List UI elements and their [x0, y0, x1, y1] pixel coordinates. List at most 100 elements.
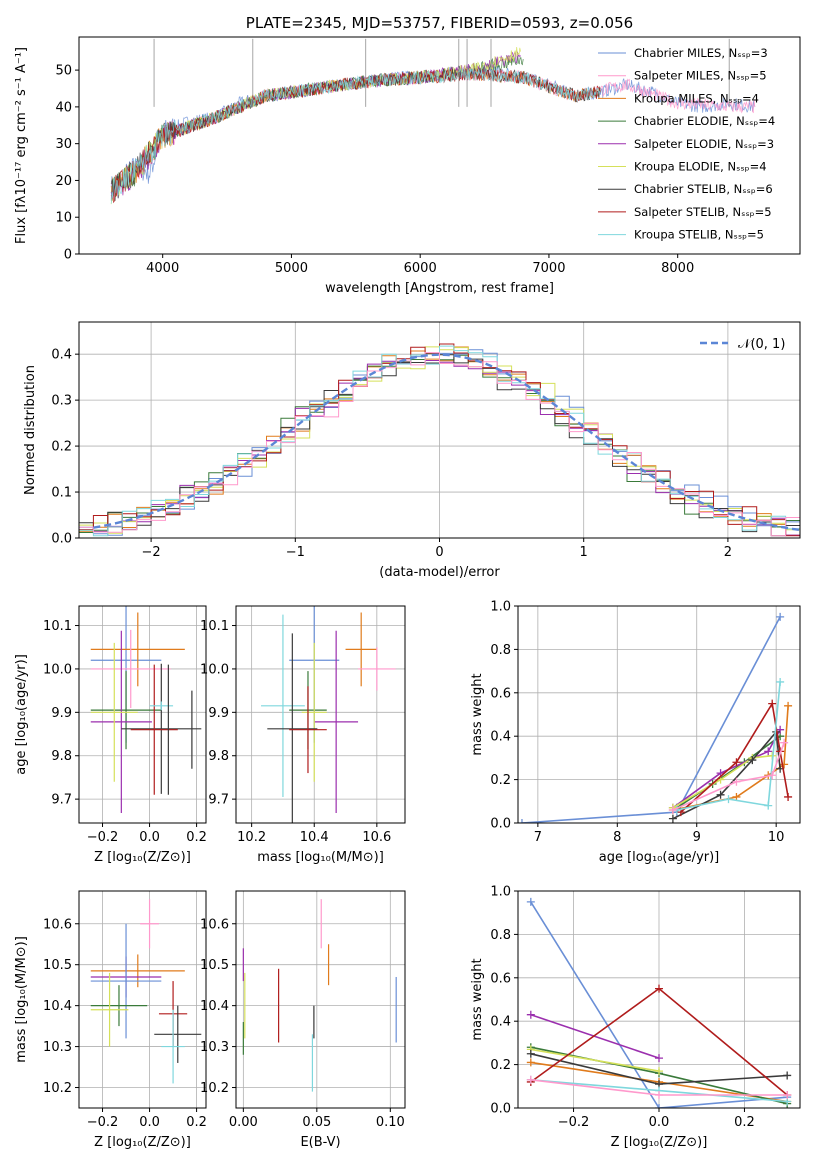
x-axis-label: Z [log₁₀(Z/Z⊙)]: [611, 1135, 708, 1150]
x-tick-label: 0.0: [139, 1115, 160, 1130]
y-tick-label: 0.3: [51, 394, 72, 409]
x-tick-label: 7: [534, 830, 542, 845]
data-point-marker: [655, 1054, 663, 1063]
error-cross: [149, 701, 174, 711]
error-cross: [358, 647, 396, 691]
legend-label: Kroupa ELODIE, Nₛₛₚ=4: [634, 160, 767, 174]
plot-area-residuals: [79, 343, 800, 537]
x-tick-label: 9: [693, 830, 701, 845]
x-tick-label: 2: [724, 545, 732, 560]
y-tick-label: 10.3: [200, 1040, 229, 1055]
x-tick-label: 0.2: [734, 1115, 755, 1130]
x-tick-label: 0.2: [186, 830, 207, 845]
histogram-steps: [79, 352, 800, 537]
axes-frame: [517, 605, 801, 824]
y-tick-label: 50: [55, 64, 72, 79]
data-point-marker: [764, 747, 773, 756]
x-axis-label: age [log₁₀(age/yr)]: [599, 850, 720, 865]
axes-frame: [78, 36, 801, 255]
error-cross: [289, 686, 327, 774]
y-tick-label: 0.6: [490, 971, 511, 986]
data-point-marker: [732, 758, 741, 767]
gaussian-curve: [93, 353, 800, 532]
x-tick-label: 10.6: [362, 830, 391, 845]
y-tick-label: 0.4: [51, 348, 72, 363]
y-tick-label: 9.8: [208, 749, 229, 764]
plot-area-spectrum: [110, 38, 756, 205]
y-tick-label: 10.4: [200, 999, 229, 1014]
x-axis-label: (data-model)/error: [379, 565, 500, 580]
x-tick-label: 10.2: [237, 830, 266, 845]
y-tick-label: 0.2: [490, 773, 511, 788]
data-point-marker: [768, 699, 777, 708]
x-tick-label: 0.0: [649, 1115, 670, 1130]
y-tick-label: 10.2: [43, 1081, 72, 1096]
axes-frame: [78, 605, 207, 824]
x-tick-label: 8: [613, 830, 621, 845]
chart-age-vs-mass: 10.2 10.4 10.6 9.7 9.8 9.9 10.0 10.1 mass [log₁₀…: [200, 605, 406, 865]
chart-residuals: −2 −1 0 1 2 0.0 0.1 0.2 0.3 0.4 𝒩(0, 1) (data-model…: [23, 321, 801, 580]
y-axis-label: Flux [fλ10⁻¹⁷ erg cm⁻² s⁻¹ A⁻¹]: [14, 47, 29, 244]
plot-area-massweight-vs-age: [518, 612, 793, 823]
y-tick-label: 9.9: [208, 706, 229, 721]
axes-frame: [78, 890, 207, 1109]
error-cross: [90, 612, 185, 687]
y-tick-label: 10.1: [43, 619, 72, 634]
legend-label: Chabrier STELIB, Nₛₛₚ=6: [634, 182, 773, 196]
error-cross: [90, 630, 152, 814]
data-point-marker: [668, 814, 677, 823]
y-tick-label: 9.7: [208, 793, 229, 808]
legend-label: Salpeter STELIB, Nₛₛₚ=5: [634, 205, 772, 219]
plot-area-age-vs-mass: [261, 606, 396, 823]
y-tick-label: 0.4: [490, 730, 511, 745]
y-tick-label: 0.2: [51, 440, 72, 455]
x-tick-label: 0.2: [186, 1115, 207, 1130]
data-point-marker: [526, 897, 535, 906]
y-tick-label: 10: [55, 211, 72, 226]
y-tick-label: 0.0: [490, 817, 511, 832]
x-axis-label: mass [log₁₀(M/M⊙)]: [257, 850, 384, 865]
y-axis-label: mass weight: [470, 958, 485, 1040]
data-point-marker: [748, 756, 757, 765]
x-tick-label: 7000: [532, 261, 565, 276]
chart-age-vs-Z: −0.2 0.0 0.2 9.7 9.8 9.9 10.0 10.1 Z [log₁₀(Z/Z⊙…: [14, 605, 207, 865]
series-line: [110, 67, 601, 204]
chart-massweight-vs-age: 7 8 9 10 0.0 0.2 0.4 0.6 0.8 1.0 age [log₁₀(age/yr…: [470, 600, 801, 865]
y-tick-label: 9.7: [51, 793, 72, 808]
y-tick-label: 9.8: [51, 749, 72, 764]
error-cross: [267, 633, 318, 823]
series-line: [521, 616, 781, 823]
y-tick-label: 0: [64, 248, 72, 263]
plot-area-mass-vs-ebv: [242, 899, 397, 1092]
y-tick-label: 0.6: [490, 686, 511, 701]
legend-label: Kroupa STELIB, Nₛₛₚ=5: [634, 228, 764, 242]
y-tick-label: 10.2: [200, 1081, 229, 1096]
y-tick-label: 10.5: [200, 958, 229, 973]
data-point-marker: [764, 801, 773, 810]
error-cross: [121, 663, 202, 794]
chart-mass-vs-ebv: 0.00 0.05 0.10 10.2 10.3 10.4 10.5 10.6 E(B-V): [200, 890, 406, 1150]
x-axis-label: Z [log₁₀(Z/Z⊙)]: [94, 1135, 191, 1150]
chart-title: PLATE=2345, MJD=53757, FIBERID=0593, z=0…: [246, 14, 633, 32]
data-point-marker: [526, 1049, 535, 1058]
legend-label: Salpeter ELODIE, Nₛₛₚ=3: [634, 137, 774, 151]
legend-label: Chabrier MILES, Nₛₛₚ=3: [634, 46, 768, 60]
y-axis-label: Normed distribution: [23, 365, 38, 495]
error-cross: [314, 630, 359, 814]
y-axis-label: age [log₁₀(age/yr)]: [14, 654, 29, 775]
data-point-marker: [780, 738, 789, 747]
error-cross: [261, 614, 305, 797]
y-tick-label: 0.1: [51, 486, 72, 501]
x-axis-label: Z [log₁₀(Z/Z⊙)]: [94, 850, 191, 865]
legend-label: Chabrier ELODIE, Nₛₛₚ=4: [634, 114, 775, 128]
data-point-marker: [783, 1090, 792, 1099]
y-tick-label: 1.0: [490, 885, 511, 900]
series-line: [530, 1048, 660, 1072]
y-axis-label: mass [log₁₀(M/M⊙)]: [14, 936, 29, 1063]
error-cross: [154, 1005, 202, 1063]
axes-frame: [517, 890, 801, 1109]
error-cross: [90, 972, 129, 1047]
data-point-marker: [655, 1090, 663, 1099]
x-tick-label: −0.2: [558, 1115, 590, 1130]
